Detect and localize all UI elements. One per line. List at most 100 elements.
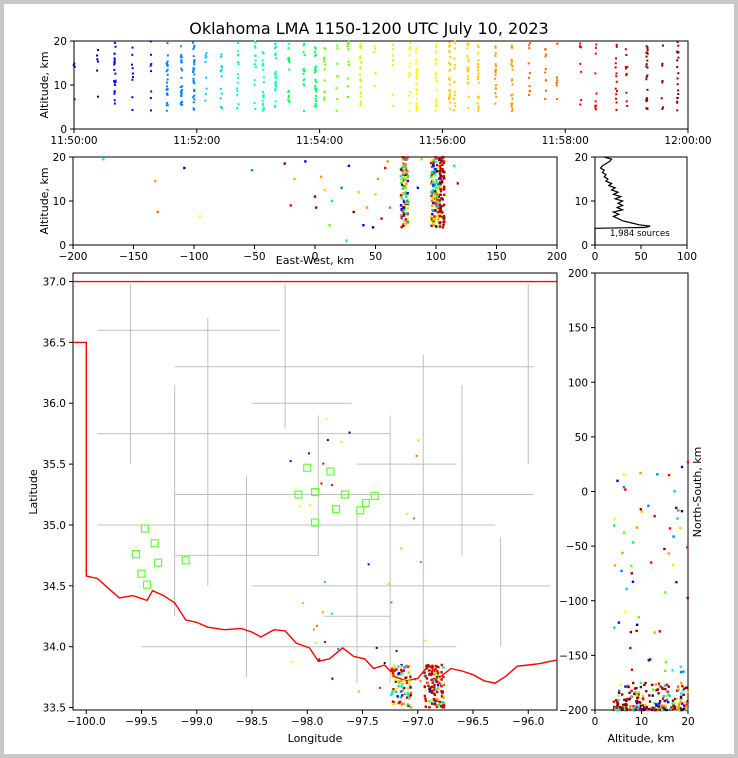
time-height-point — [676, 51, 679, 54]
time-height-xtick-label: 11:50:00 — [50, 135, 97, 147]
time-height-point — [416, 82, 419, 85]
time-height-point — [314, 103, 317, 106]
time-height-point — [676, 50, 679, 53]
plan-view-source — [431, 666, 434, 669]
time-height-point — [676, 65, 679, 68]
ew-height-xtick-label: −100 — [180, 251, 209, 263]
plan-view-source — [323, 580, 326, 583]
time-height-point — [454, 94, 457, 97]
ns-height-point — [621, 708, 624, 711]
time-height-point — [466, 74, 469, 77]
plan-view-source — [322, 462, 325, 465]
ns-height-point — [619, 706, 622, 709]
time-height-point — [314, 70, 317, 73]
ew-height-point — [430, 171, 434, 174]
time-height-point — [407, 75, 410, 78]
ns-height-point — [625, 703, 628, 707]
time-height-point — [287, 94, 290, 97]
time-height-point — [594, 46, 597, 49]
time-height-point — [302, 68, 305, 71]
ew-height-point — [436, 205, 439, 208]
time-height-point — [646, 107, 649, 110]
time-height-point — [193, 94, 196, 97]
ew-height-point — [430, 215, 433, 218]
ns-height-point — [645, 706, 649, 709]
ns-height-point — [639, 508, 643, 511]
plan-view-source — [441, 690, 445, 693]
plan-view-source — [290, 660, 293, 663]
ns-height-point — [677, 509, 680, 512]
plan-view-source — [429, 686, 433, 689]
time-height-point — [360, 46, 363, 49]
plan-view-source — [435, 679, 438, 682]
ns-height-ylabel: North-South, km — [691, 447, 704, 538]
time-height-point — [454, 105, 457, 108]
ns-height-point — [652, 708, 655, 712]
time-height-point — [615, 45, 618, 48]
ns-height-point — [653, 514, 656, 518]
ew-height-point — [400, 217, 404, 220]
time-height-point — [192, 108, 195, 111]
ns-height-point — [643, 705, 646, 708]
time-height-point — [477, 69, 480, 72]
ns-height-point — [632, 708, 635, 711]
ew-height-point — [399, 168, 403, 171]
plan-view-source — [440, 663, 444, 667]
plan-view-source — [428, 706, 431, 709]
ns-height-point — [635, 686, 638, 690]
time-height-point — [615, 108, 618, 111]
ew-height-point — [436, 196, 439, 200]
plan-view-source — [424, 697, 427, 700]
plan-view-source — [436, 698, 440, 702]
plan-view-source — [441, 703, 445, 706]
time-height-point — [467, 107, 470, 110]
time-height-point — [447, 98, 450, 101]
time-height-point — [453, 67, 456, 70]
ns-height-point — [667, 473, 671, 477]
time-height-point — [528, 72, 531, 75]
time-height-point — [254, 59, 257, 62]
time-height-point — [113, 52, 116, 55]
plan-view-source — [433, 683, 436, 686]
ns-height-point — [672, 535, 675, 538]
plan-view-source — [409, 686, 412, 689]
ew-height-point — [442, 223, 445, 226]
time-height-point — [615, 97, 618, 100]
time-height-point — [626, 104, 629, 107]
time-height-point — [646, 97, 649, 100]
time-height-point — [193, 44, 196, 47]
ew-height-point — [432, 218, 435, 221]
time-height-point — [556, 79, 559, 82]
time-height-point — [114, 80, 117, 83]
time-height-point — [392, 59, 395, 62]
ew-height-point — [406, 193, 409, 197]
ew-height-point — [403, 168, 406, 171]
plan-view-source — [408, 694, 412, 698]
ns-height-point — [667, 552, 670, 555]
plan-view-source — [391, 672, 395, 675]
ew-height-point — [404, 158, 407, 161]
time-height-point — [391, 104, 394, 107]
ns-height-point — [633, 692, 636, 696]
time-height-point — [359, 77, 362, 80]
ew-height-point — [432, 159, 436, 162]
ew-height-point — [433, 215, 436, 218]
time-height-point — [448, 92, 451, 95]
plan-view-source — [395, 690, 398, 694]
plan-view-xlabel: Longitude — [288, 732, 343, 745]
time-height-point — [261, 102, 264, 105]
time-height-point — [287, 42, 290, 45]
time-height-point — [150, 63, 153, 66]
ew-height-point — [432, 197, 435, 200]
plan-view-source — [436, 673, 440, 677]
time-height-point — [236, 50, 239, 53]
ns-height-point — [673, 490, 676, 493]
time-height-point — [555, 98, 558, 101]
time-height-point — [645, 76, 648, 79]
plan-view-source — [400, 547, 403, 550]
time-height-point — [314, 78, 317, 81]
ew-height-point — [440, 157, 444, 160]
time-height-point — [646, 47, 649, 50]
ns-height-point — [634, 708, 638, 711]
time-height-point — [303, 54, 306, 57]
